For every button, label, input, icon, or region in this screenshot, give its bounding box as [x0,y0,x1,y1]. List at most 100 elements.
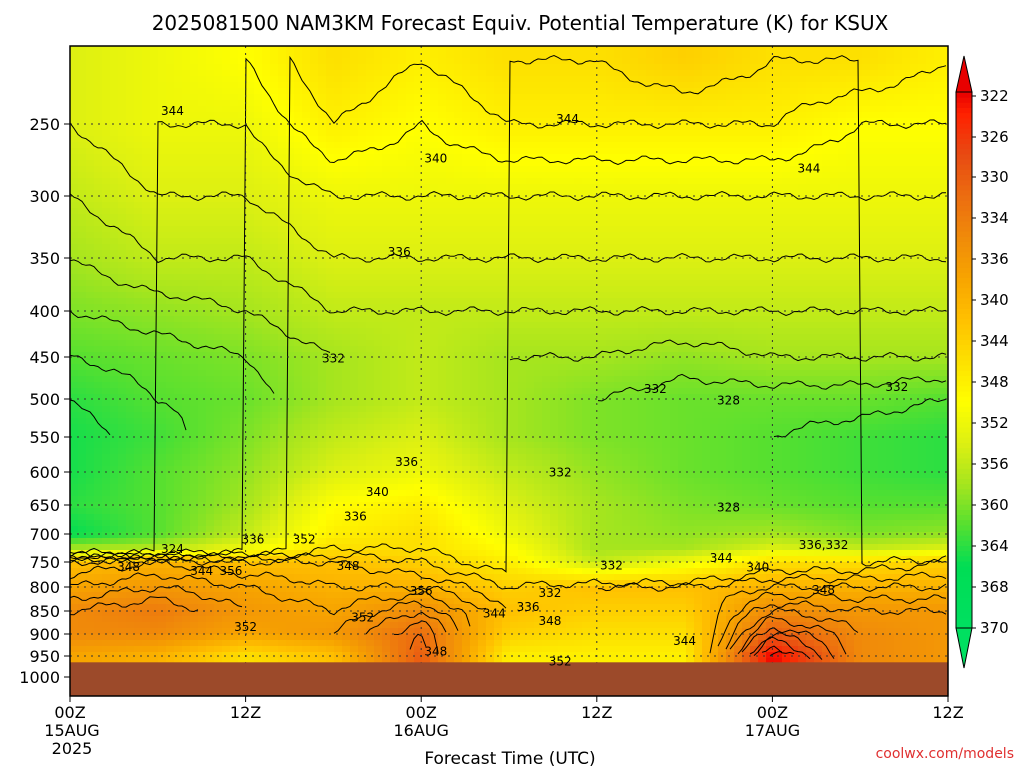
heatmap-cell [326,394,335,401]
heatmap-cell [358,640,367,647]
heatmap-cell [86,256,95,263]
heatmap-cell [430,52,439,59]
heatmap-cell [446,610,455,617]
heatmap-cell [142,652,151,659]
heatmap-cell [198,322,207,329]
heatmap-cell [254,100,263,107]
heatmap-cell [350,484,359,491]
heatmap-cell [390,370,399,377]
heatmap-cell [270,154,279,161]
heatmap-cell [302,394,311,401]
heatmap-cell [310,634,319,641]
heatmap-cell [158,580,167,587]
heatmap-cell [174,334,183,341]
heatmap-cell [198,466,207,473]
heatmap-cell [358,310,367,317]
heatmap-cell [342,574,351,581]
heatmap-cell [190,214,199,221]
heatmap-cell [254,436,263,443]
heatmap-cell [158,286,167,293]
heatmap-cell [126,454,135,461]
heatmap-cell [238,172,247,179]
heatmap-cell [438,472,447,479]
heatmap-cell [78,418,87,425]
heatmap-cell [334,358,343,365]
heatmap-cell [238,178,247,185]
heatmap-cell [302,160,311,167]
heatmap-cell [94,490,103,497]
heatmap-cell [254,574,263,581]
heatmap-cell [86,382,95,389]
heatmap-cell [270,466,279,473]
heatmap-cell [326,598,335,605]
heatmap-cell [438,562,447,569]
heatmap-cell [142,532,151,539]
heatmap-cell [254,220,263,227]
heatmap-cell [174,262,183,269]
heatmap-cell [94,634,103,641]
heatmap-cell [262,400,271,407]
heatmap-cell [198,658,207,663]
heatmap-cell [374,454,383,461]
heatmap-cell [94,358,103,365]
heatmap-cell [158,100,167,107]
heatmap-cell [334,532,343,539]
heatmap-cell [190,478,199,485]
heatmap-cell [142,400,151,407]
heatmap-cell [382,406,391,413]
heatmap-cell [222,226,231,233]
heatmap-cell [318,148,327,155]
heatmap-cell [310,412,319,419]
heatmap-cell [342,88,351,95]
heatmap-cell [318,100,327,107]
heatmap-cell [214,352,223,359]
heatmap-cell [270,142,279,149]
heatmap-cell [262,256,271,263]
heatmap-cell [262,232,271,239]
heatmap-cell [254,208,263,215]
heatmap-cell [414,358,423,365]
heatmap-cell [406,574,415,581]
heatmap-cell [430,250,439,257]
heatmap-cell [406,172,415,179]
heatmap-cell [142,388,151,395]
heatmap-cell [238,310,247,317]
heatmap-cell [286,184,295,191]
heatmap-cell [198,334,207,341]
heatmap-cell [382,64,391,71]
heatmap-cell [438,202,447,209]
heatmap-cell [342,616,351,623]
heatmap-cell [366,124,375,131]
heatmap-cell [238,658,247,663]
heatmap-cell [118,334,127,341]
heatmap-cell [158,544,167,551]
heatmap-cell [454,76,463,83]
heatmap-cell [70,394,79,401]
heatmap-cell [374,310,383,317]
heatmap-cell [174,628,183,635]
heatmap-cell [254,148,263,155]
heatmap-cell [294,328,303,335]
heatmap-cell [278,334,287,341]
heatmap-cell [270,232,279,239]
heatmap-cell [390,430,399,437]
heatmap-cell [262,646,271,653]
heatmap-cell [70,172,79,179]
heatmap-cell [174,88,183,95]
heatmap-cell [142,280,151,287]
heatmap-cell [254,334,263,341]
heatmap-cell [110,274,119,281]
heatmap-cell [238,424,247,431]
heatmap-cell [230,508,239,515]
heatmap-cell [254,268,263,275]
heatmap-cell [86,58,95,65]
heatmap-cell [134,598,143,605]
heatmap-cell [270,358,279,365]
heatmap-cell [398,322,407,329]
heatmap-cell [150,310,159,317]
heatmap-cell [374,232,383,239]
heatmap-cell [230,88,239,95]
heatmap-cell [278,292,287,299]
heatmap-cell [350,532,359,539]
heatmap-cell [286,208,295,215]
